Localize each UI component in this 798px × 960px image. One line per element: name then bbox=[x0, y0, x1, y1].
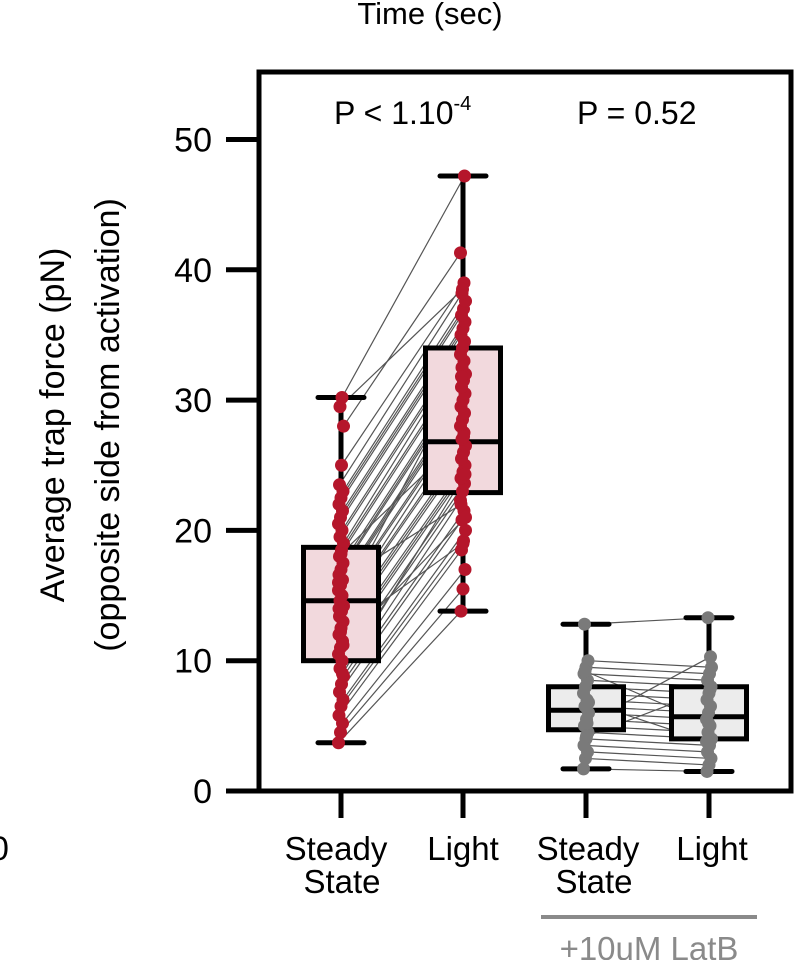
data-point bbox=[456, 282, 469, 296]
data-point bbox=[459, 510, 472, 524]
data-point bbox=[334, 547, 348, 561]
paired-line bbox=[341, 175, 466, 398]
paired-line bbox=[583, 673, 708, 681]
data-point bbox=[456, 582, 470, 596]
data-point bbox=[458, 562, 472, 576]
left-cut-tick-label: 0 bbox=[0, 830, 9, 868]
category-label-3-line2: State bbox=[555, 863, 632, 900]
data-point bbox=[334, 625, 347, 639]
data-point bbox=[578, 664, 592, 678]
p-value-annotation-1: P < 1.10-4 bbox=[334, 93, 471, 131]
data-point bbox=[454, 604, 468, 618]
data-point bbox=[580, 729, 593, 743]
data-point bbox=[702, 716, 715, 730]
data-point bbox=[454, 497, 468, 511]
data-point bbox=[336, 667, 349, 681]
paired-line bbox=[338, 292, 463, 486]
data-point bbox=[582, 695, 595, 709]
paired-line bbox=[340, 540, 464, 707]
data-point bbox=[700, 734, 713, 748]
paired-line bbox=[587, 751, 712, 760]
data-point bbox=[458, 169, 471, 183]
paired-line bbox=[338, 610, 462, 744]
paired-line bbox=[341, 282, 465, 466]
group-label: +10uM LatB bbox=[560, 930, 739, 960]
data-point bbox=[333, 478, 346, 492]
data-point bbox=[705, 660, 718, 674]
data-point bbox=[454, 246, 467, 260]
data-point bbox=[337, 419, 350, 433]
paired-line bbox=[585, 757, 710, 766]
data-point bbox=[459, 523, 472, 537]
data-point bbox=[455, 370, 468, 384]
data-point bbox=[701, 611, 715, 625]
category-label-4: Light bbox=[676, 830, 748, 867]
plot-frame bbox=[256, 69, 794, 794]
data-point bbox=[335, 458, 348, 472]
y-tick-label: 0 bbox=[193, 773, 212, 811]
paired-line bbox=[585, 666, 710, 675]
paired-line bbox=[583, 744, 708, 753]
data-point bbox=[578, 617, 591, 631]
data-point bbox=[577, 762, 590, 776]
y-tick-label: 30 bbox=[174, 382, 212, 420]
category-label-1-line1: Steady bbox=[285, 830, 388, 867]
p-value-1-exponent: -4 bbox=[454, 93, 472, 115]
paired-line bbox=[342, 530, 466, 701]
data-point bbox=[457, 430, 470, 444]
y-tick-label: 10 bbox=[174, 643, 212, 681]
data-point bbox=[704, 650, 717, 664]
data-point bbox=[456, 536, 470, 550]
category-label-2: Light bbox=[427, 830, 499, 867]
paired-line bbox=[585, 738, 710, 746]
category-label-1-line2: State bbox=[303, 863, 380, 900]
paired-line bbox=[587, 660, 712, 668]
paired-line bbox=[338, 549, 462, 716]
p-value-annotation-2: P = 0.52 bbox=[577, 95, 697, 131]
paired-line bbox=[339, 288, 463, 408]
data-point bbox=[458, 467, 472, 481]
y-tick-label: 40 bbox=[174, 252, 212, 290]
data-point bbox=[332, 602, 346, 616]
p-value-1-text: P < 1.10 bbox=[334, 95, 454, 131]
paired-line bbox=[339, 519, 463, 693]
paired-line bbox=[342, 300, 467, 492]
y-axis-label: Average trap force (pN) bbox=[34, 248, 72, 603]
y-tick-label: 20 bbox=[174, 512, 212, 550]
paired-line bbox=[340, 308, 465, 499]
paired-line bbox=[342, 569, 466, 724]
data-point bbox=[580, 716, 594, 730]
y-tick-label: 50 bbox=[174, 122, 212, 160]
y-axis-label-secondary: (opposite side from activation) bbox=[89, 198, 127, 652]
data-point bbox=[335, 390, 349, 404]
data-point bbox=[703, 682, 717, 696]
data-point bbox=[332, 576, 345, 590]
data-point bbox=[336, 638, 350, 652]
data-point bbox=[332, 736, 345, 750]
data-point bbox=[581, 654, 595, 668]
category-label-3-line1: Steady bbox=[537, 830, 640, 867]
top-label: Time (sec) bbox=[357, 0, 502, 31]
